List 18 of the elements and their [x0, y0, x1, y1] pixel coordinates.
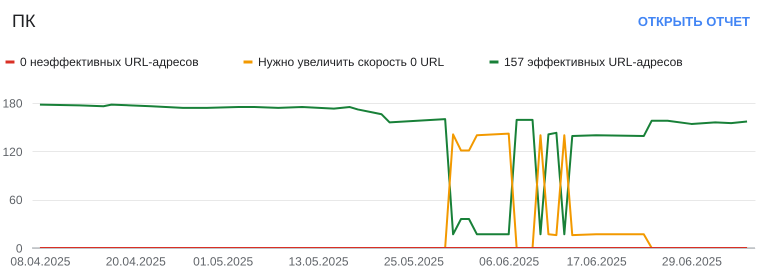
x-tick-label: 25.05.2025 [384, 254, 444, 268]
line-series [38, 104, 748, 236]
legend-label: 0 неэффективных URL-адресов [20, 55, 199, 69]
text: ОТКРЫТЬ ОТЧЕТ [638, 14, 750, 29]
chart-title: ПК [12, 11, 36, 31]
legend-label: Нужно увеличить скорость 0 URL [258, 55, 445, 69]
x-tick-label: 01.05.2025 [193, 254, 254, 268]
y-tick-label: 180 [2, 96, 23, 110]
legend-label: 157 эффективных URL-адресов [504, 55, 683, 69]
y-tick-label: 60 [9, 193, 23, 208]
x-tick-label: 20.04.2025 [106, 254, 166, 268]
x-tick-label: 08.04.2025 [10, 254, 71, 268]
y-tick-label: 120 [2, 144, 23, 159]
y-tick-label: 0 [16, 242, 23, 256]
x-tick-label: 29.06.2025 [662, 254, 722, 268]
x-tick-label: 13.05.2025 [288, 254, 349, 268]
x-tick-label: 06.06.2025 [479, 254, 540, 268]
x-tick-label: 17.06.2025 [566, 254, 627, 268]
